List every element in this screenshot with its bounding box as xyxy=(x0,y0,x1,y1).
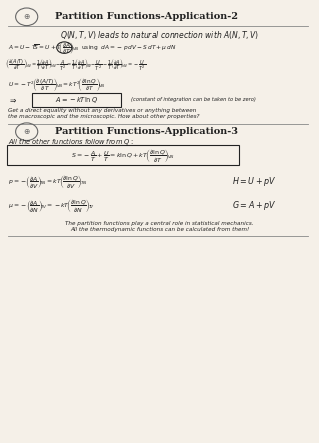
Text: All the thermodynamic functions can be calculated from them!: All the thermodynamic functions can be c… xyxy=(70,227,249,233)
Text: $U=-T^2\!\left(\dfrac{\partial(A/T)}{\partial T}\right)_{\!\!V\!N}$$=kT^2\!\left: $U=-T^2\!\left(\dfrac{\partial(A/T)}{\pa… xyxy=(8,76,105,93)
Text: $\mu=-\!\left(\dfrac{\partial A}{\partial N}\right)_{\!\!T\!V}$$=-kT\!\left(\dfr: $\mu=-\!\left(\dfrac{\partial A}{\partia… xyxy=(8,197,95,214)
Text: ⊕: ⊕ xyxy=(24,127,30,136)
Text: $\left(\dfrac{\partial(A/T)}{\partial T}\right)_{\!\!V\!N}$$=\dfrac{1}{T}\!\left: $\left(\dfrac{\partial(A/T)}{\partial T}… xyxy=(4,58,146,73)
Text: the macroscopic and the microscopic. How about other properties?: the macroscopic and the microscopic. How… xyxy=(8,114,199,119)
Text: (constant of integration can be taken to be zero): (constant of integration can be taken to… xyxy=(131,97,256,102)
Text: The partition functions play a central role in statistical mechanics.: The partition functions play a central r… xyxy=(65,221,254,226)
Text: Partition Functions-Application-3: Partition Functions-Application-3 xyxy=(55,127,238,136)
Text: $G=A+pV$: $G=A+pV$ xyxy=(232,199,277,212)
Text: $p=-\!\left(\dfrac{\partial A}{\partial V}\right)_{\!\!T\!N}$$=kT\!\left(\dfrac{: $p=-\!\left(\dfrac{\partial A}{\partial … xyxy=(8,173,87,190)
Text: Get a direct equality without any derivatives or anything between: Get a direct equality without any deriva… xyxy=(8,108,196,113)
Text: ⊕: ⊕ xyxy=(24,12,30,21)
Text: $\Rightarrow$: $\Rightarrow$ xyxy=(8,96,17,105)
Text: $S=-\dfrac{A}{T}+\dfrac{U}{T}=k\ln Q+kT\!\left(\dfrac{\partial\ln Q}{\partial T}: $S=-\dfrac{A}{T}+\dfrac{U}{T}=k\ln Q+kT\… xyxy=(71,147,175,163)
Text: Partition Functions-Application-2: Partition Functions-Application-2 xyxy=(55,12,238,21)
Text: $A=-kT\ln Q$: $A=-kT\ln Q$ xyxy=(55,95,98,105)
Text: $H=U+pV$: $H=U+pV$ xyxy=(232,175,277,188)
Text: $A=U-T\!\overline{S}=U+T\!\left(\dfrac{\partial A}{\partial T}\right)_{\!\!V\!N}: $A=U-T\!\overline{S}=U+T\!\left(\dfrac{\… xyxy=(8,39,176,56)
Text: $Q(N,T,V)$ leads to natural connection with $A(N,T,V)$: $Q(N,T,V)$ leads to natural connection w… xyxy=(60,29,259,41)
Text: $\it{All\ the\ other\ functions\ follow\ from\ Q:}$: $\it{All\ the\ other\ functions\ follow\… xyxy=(8,136,133,147)
FancyBboxPatch shape xyxy=(33,93,121,107)
FancyBboxPatch shape xyxy=(7,145,239,165)
